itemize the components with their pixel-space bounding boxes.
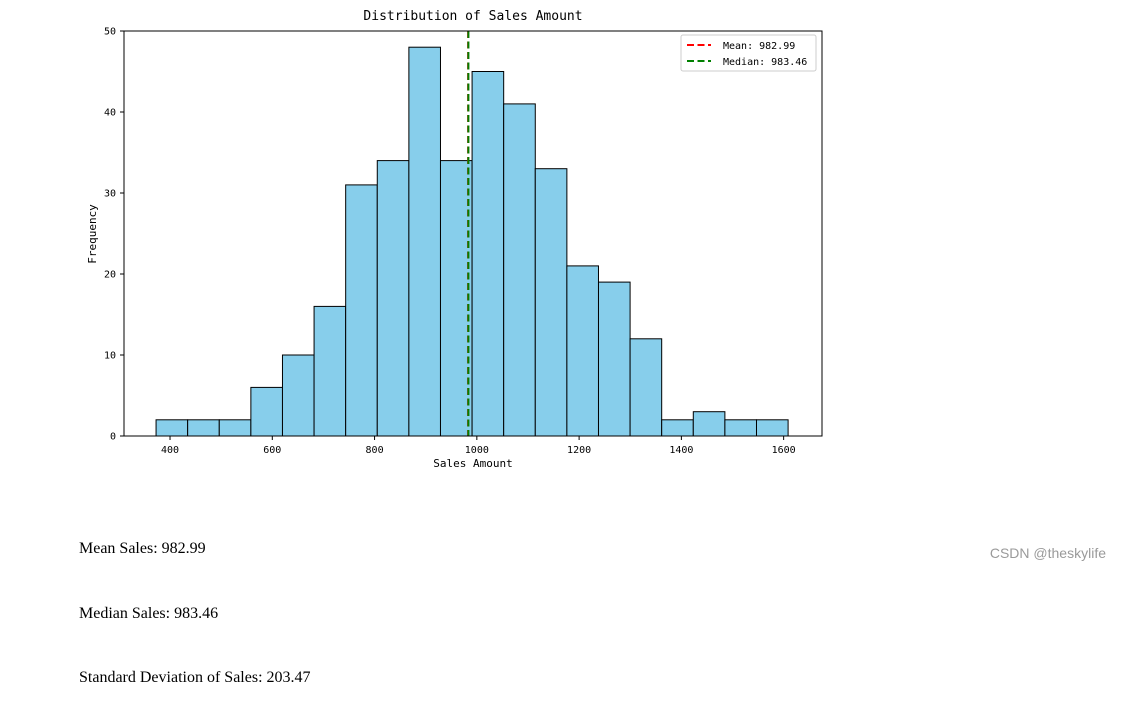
y-axis: 0 10 20 30 40 50 xyxy=(104,27,124,443)
x-tick-label: 600 xyxy=(263,445,281,456)
histogram-bar-15 xyxy=(598,282,630,436)
x-tick-label: 1400 xyxy=(669,445,693,456)
x-tick-label: 800 xyxy=(366,445,384,456)
x-tick-label: 1000 xyxy=(465,445,489,456)
y-tick-label: 10 xyxy=(104,351,116,362)
x-axis-label: Sales Amount xyxy=(433,457,512,470)
std-dev-line: Standard Deviation of Sales: 203.47 xyxy=(79,667,311,689)
stats-output: Mean Sales: 982.99 Median Sales: 983.46 … xyxy=(79,495,311,710)
histogram-bar-14 xyxy=(567,266,599,436)
mean-legend-label: Mean: 982.99 xyxy=(723,41,795,52)
y-tick-label: 40 xyxy=(104,108,116,119)
watermark: CSDN @theskylife xyxy=(990,545,1106,561)
median-legend-label: Median: 983.46 xyxy=(723,57,807,68)
x-tick-label: 1600 xyxy=(772,445,796,456)
histogram-bar-18 xyxy=(693,412,725,436)
histogram-bar-13 xyxy=(535,169,567,436)
histogram-bar-16 xyxy=(630,339,662,436)
x-axis: 400 600 800 1000 1200 1400 1600 xyxy=(161,436,796,456)
x-tick-label: 1200 xyxy=(567,445,591,456)
chart-title: Distribution of Sales Amount xyxy=(363,9,582,24)
histogram-bar-12 xyxy=(504,104,536,436)
legend: Mean: 982.99 Median: 983.46 xyxy=(681,35,816,71)
histogram-bar-4 xyxy=(251,387,283,436)
y-tick-label: 50 xyxy=(104,27,116,38)
y-tick-label: 30 xyxy=(104,189,116,200)
y-tick-label: 0 xyxy=(110,432,116,443)
median-sales-line: Median Sales: 983.46 xyxy=(79,603,311,625)
y-tick-label: 20 xyxy=(104,270,116,281)
histogram-bar-5 xyxy=(282,355,314,436)
histogram-bar-1 xyxy=(156,420,188,436)
x-tick-label: 400 xyxy=(161,445,179,456)
histogram-bar-2 xyxy=(188,420,220,436)
mean-sales-line: Mean Sales: 982.99 xyxy=(79,538,311,560)
histogram-bar-17 xyxy=(662,420,694,436)
histogram-bar-11 xyxy=(472,72,504,437)
histogram-bar-19 xyxy=(725,420,757,436)
histogram-bar-20 xyxy=(757,420,789,436)
bars-group xyxy=(156,47,788,436)
histogram-bar-7 xyxy=(346,185,378,436)
histogram-bar-3 xyxy=(219,420,251,436)
histogram-bar-6 xyxy=(314,306,346,436)
histogram-bar-8 xyxy=(377,161,409,436)
histogram-bar-9 xyxy=(409,47,441,436)
y-axis-label: Frequency xyxy=(86,204,99,264)
